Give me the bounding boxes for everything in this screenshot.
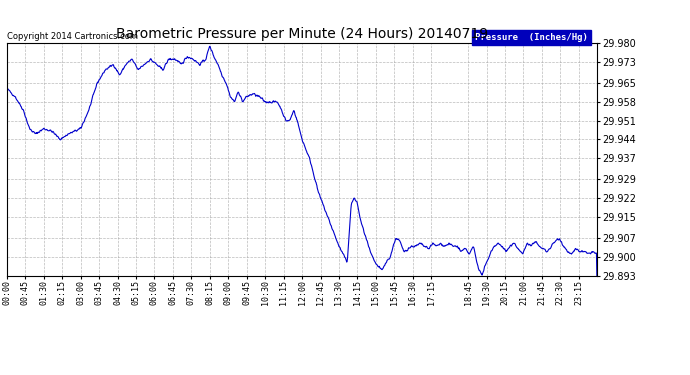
Text: Pressure  (Inches/Hg): Pressure (Inches/Hg)	[475, 33, 588, 42]
Title: Barometric Pressure per Minute (24 Hours) 20140719: Barometric Pressure per Minute (24 Hours…	[116, 27, 488, 40]
Text: Copyright 2014 Cartronics.com: Copyright 2014 Cartronics.com	[7, 32, 138, 41]
